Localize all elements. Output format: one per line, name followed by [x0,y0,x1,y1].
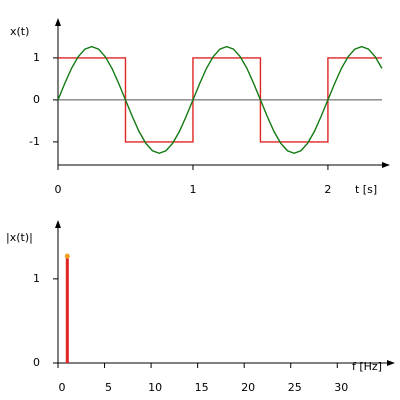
y-tick-label: 0 [33,93,40,106]
x-tick-label: 15 [195,381,209,394]
x-tick-label: 20 [241,381,255,394]
x-tick-label: 2 [324,183,331,196]
y-tick-label: -1 [29,135,40,148]
axis-arrow [55,18,61,26]
x-tick-label: 25 [288,381,302,394]
series-line [57,45,383,154]
x-tick-label: 5 [105,381,112,394]
x-axis-label: t [s] [355,183,377,196]
y-tick-label: 1 [33,51,40,64]
x-tick-label: 30 [334,381,348,394]
y-axis-label: |x(t)| [6,231,33,244]
axis-arrow [382,162,390,168]
y-tick-label: 0 [33,356,40,369]
x-tick-label: 0 [59,381,66,394]
stem-marker [64,253,70,259]
x-tick-label: 10 [148,381,162,394]
x-axis-label: f [Hz] [352,360,382,373]
y-axis-label: x(t) [10,25,29,38]
y-tick-label: 1 [33,272,40,285]
x-tick-label: 0 [55,183,62,196]
axis-arrow [387,360,395,366]
x-tick-label: 1 [189,183,196,196]
axis-arrow [55,220,61,228]
